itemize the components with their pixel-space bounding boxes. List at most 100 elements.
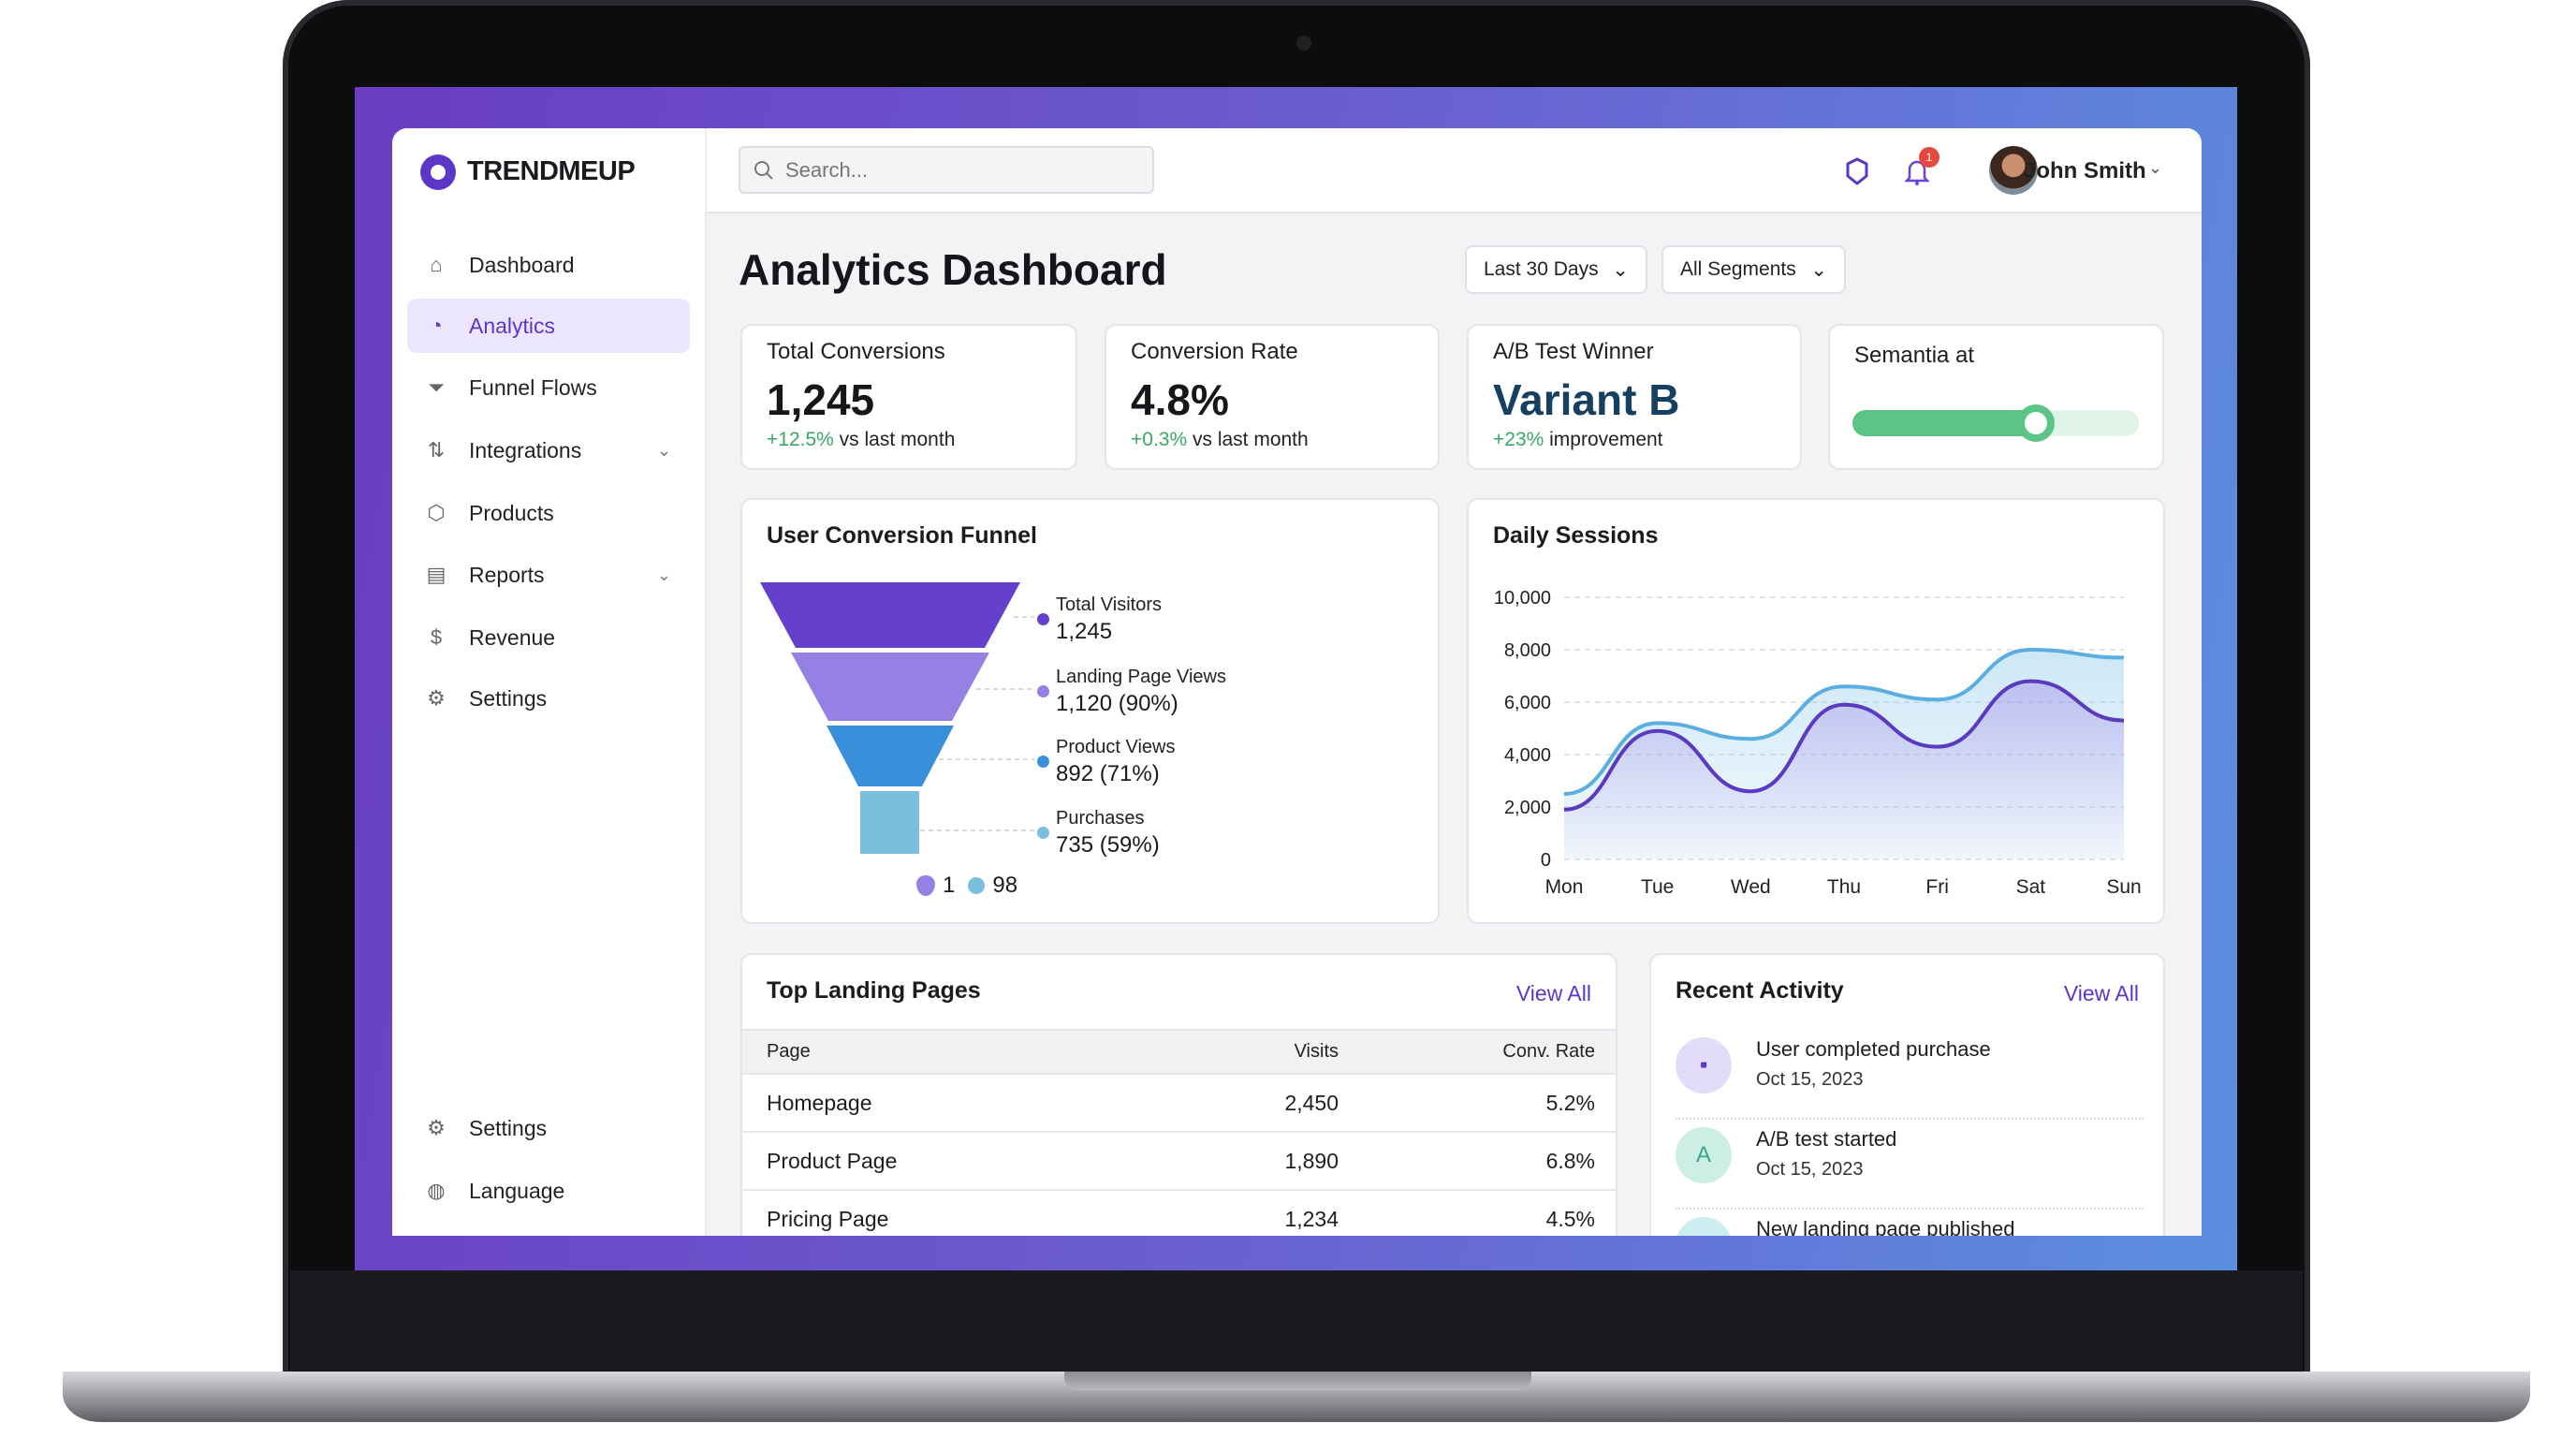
- analytics-icon: ◔: [430, 314, 443, 337]
- table-row[interactable]: Product Page 1,890 6.8%: [742, 1132, 1616, 1191]
- date-range-dropdown[interactable]: Last 30 Days ⌄: [1465, 245, 1647, 294]
- page-cell: Homepage: [742, 1074, 1151, 1133]
- y-tick-label: 2,000: [1504, 798, 1551, 818]
- top-header: 1 John Smith ⌄: [707, 128, 2202, 213]
- kpi-semantia-slider-card: Semantia at: [1828, 324, 2164, 470]
- slider-handle[interactable]: [2016, 404, 2055, 442]
- segment-dropdown[interactable]: All Segments ⌄: [1661, 245, 1846, 294]
- kpi-value: Variant B: [1493, 375, 1680, 424]
- activity-item[interactable]: ▪ User completed purchase Oct 15, 2023: [1676, 1030, 2144, 1120]
- daily-sessions-chart: 0 2,000 4,000 6,000 8,000 10,000 Mon Tue Wed Thu F…: [1494, 588, 2142, 898]
- sidebar-item-label: Integrations: [469, 437, 582, 462]
- search-box[interactable]: [739, 146, 1154, 194]
- gear-icon: ⚙: [427, 1116, 446, 1139]
- page-title: Analytics Dashboard: [739, 245, 1167, 294]
- x-tick-label: Fri: [1925, 876, 1949, 898]
- box-icon: ⬡: [427, 501, 446, 524]
- x-tick-label: Wed: [1731, 876, 1771, 898]
- column-header[interactable]: Conv. Rate: [1339, 1029, 1616, 1075]
- legend-dot: [1037, 756, 1049, 768]
- sidebar-item-funnel-flows[interactable]: ⏷ Funnel Flows: [407, 360, 690, 415]
- legend-dot: [1037, 685, 1049, 697]
- y-tick-label: 6,000: [1504, 693, 1551, 713]
- column-header[interactable]: Visits: [1151, 1029, 1339, 1075]
- notification-badge: 1: [1919, 147, 1939, 168]
- kpi-change: +12.5% vs last month: [767, 429, 955, 451]
- chevron-down-icon[interactable]: ⌄: [2148, 158, 2163, 177]
- sidebar: TRENDMEUP ⌂ Dashboard ◔ Analytics ⏷ Funnel …: [392, 128, 707, 1236]
- shield-button[interactable]: [1838, 153, 1876, 190]
- sidebar-item-language[interactable]: ◍ Language: [407, 1164, 690, 1218]
- user-name[interactable]: John Smith: [2024, 158, 2146, 183]
- funnel-card: User Conversion Funnel Total Visitors 1,…: [740, 498, 1440, 924]
- view-all-link[interactable]: View All: [1515, 981, 1591, 1005]
- funnel-stage-value: 735 (59%): [1056, 832, 1160, 858]
- kpi-label: Conversion Rate: [1131, 339, 1298, 364]
- kpi-change-suffix: vs last month: [1192, 429, 1309, 450]
- activity-text: User completed purchase: [1756, 1037, 1991, 1061]
- sidebar-item-settings-bottom[interactable]: ⚙ Settings: [407, 1101, 690, 1155]
- x-tick-label: Mon: [1545, 876, 1584, 898]
- activity-item[interactable]: ▭ New landing page published: [1676, 1210, 2144, 1236]
- kpi-change-value: +0.3%: [1131, 429, 1188, 450]
- avatar[interactable]: [1989, 146, 2038, 195]
- x-tick-label: Tue: [1641, 876, 1674, 898]
- wallet-icon: ▪: [1676, 1037, 1732, 1093]
- table-row[interactable]: Homepage 2,450 5.2%: [742, 1074, 1616, 1133]
- page-cell: Product Page: [742, 1132, 1151, 1191]
- notifications-button[interactable]: 1: [1898, 147, 1939, 190]
- funnel-stage-label: Total Visitors: [1056, 594, 1163, 615]
- series-line: [1563, 647, 2125, 796]
- sidebar-item-integrations[interactable]: ⇅ Integrations ⌄: [407, 423, 690, 477]
- daily-sessions-card: Daily Sessions 0 2,000 4,000 6,000 8,000 10,0…: [1467, 498, 2165, 924]
- sidebar-item-products[interactable]: ⬡ Products: [407, 486, 690, 540]
- dropdown-value: All Segments: [1680, 258, 1796, 280]
- kpi-change: +23% improvement: [1493, 429, 1663, 451]
- funnel-stage-label: Product Views: [1056, 737, 1176, 757]
- top-landing-pages-card: Top Landing Pages View All Page Visits C…: [740, 953, 1617, 1236]
- y-tick-label: 10,000: [1494, 588, 1551, 609]
- kpi-change-value: +23%: [1493, 429, 1544, 450]
- legend-dot: [1037, 827, 1049, 839]
- ab-test-icon: A: [1676, 1127, 1732, 1183]
- column-header[interactable]: Page: [742, 1029, 1151, 1075]
- app-window: TRENDMEUP ⌂ Dashboard ◔ Analytics ⏷ Funnel …: [392, 128, 2202, 1236]
- sidebar-item-settings[interactable]: ⚙ Settings: [407, 671, 690, 726]
- table-header-row: Page Visits Conv. Rate: [742, 1029, 1616, 1075]
- sidebar-item-analytics[interactable]: ◔ Analytics: [407, 299, 690, 353]
- view-all-link[interactable]: View All: [2063, 981, 2139, 1005]
- camera: [1296, 36, 1311, 51]
- funnel-footer-legend: 1 98: [916, 873, 1017, 899]
- kpi-total-conversions: Total Conversions 1,245 +12.5% vs last m…: [740, 324, 1077, 470]
- legend-label: 1: [943, 873, 956, 898]
- series-area: [1564, 681, 2124, 859]
- sidebar-item-dashboard[interactable]: ⌂ Dashboard: [407, 238, 690, 292]
- slider-track[interactable]: [1852, 404, 2139, 442]
- dollar-icon: $: [430, 625, 443, 649]
- globe-icon: ◍: [427, 1179, 446, 1202]
- sidebar-item-reports[interactable]: ▤ Reports ⌄: [407, 548, 690, 602]
- activity-date: Oct 15, 2023: [1756, 1069, 1864, 1090]
- y-tick-label: 0: [1541, 850, 1551, 871]
- sidebar-item-label: Funnel Flows: [469, 374, 597, 400]
- sidebar-item-revenue[interactable]: $ Revenue: [407, 610, 690, 665]
- funnel-stage-value: 1,245: [1056, 619, 1113, 644]
- logo-icon: [420, 154, 456, 190]
- landing-pages-table: Page Visits Conv. Rate Homepage 2,450 5.2%…: [742, 1029, 1616, 1236]
- sidebar-item-label: Dashboard: [469, 252, 575, 277]
- chevron-down-icon: ⌄: [656, 440, 671, 460]
- integrations-icon: ⇅: [427, 438, 446, 462]
- laptop-chin: [290, 1270, 2303, 1373]
- sidebar-item-label: Settings: [469, 685, 548, 711]
- search-input[interactable]: [785, 157, 1141, 183]
- chevron-down-icon: ⌄: [656, 565, 671, 584]
- kpi-value: 4.8%: [1131, 375, 1229, 424]
- table-row[interactable]: Pricing Page 1,234 4.5%: [742, 1190, 1616, 1236]
- kpi-label: Semantia at: [1854, 343, 1975, 368]
- x-tick-label: Sat: [2016, 876, 2046, 898]
- y-tick-label: 4,000: [1504, 745, 1551, 766]
- visits-cell: 1,234: [1151, 1190, 1339, 1236]
- home-icon: ⌂: [430, 253, 443, 276]
- kpi-change-suffix: vs last month: [839, 429, 956, 450]
- activity-item[interactable]: A A/B test started Oct 15, 2023: [1676, 1120, 2144, 1210]
